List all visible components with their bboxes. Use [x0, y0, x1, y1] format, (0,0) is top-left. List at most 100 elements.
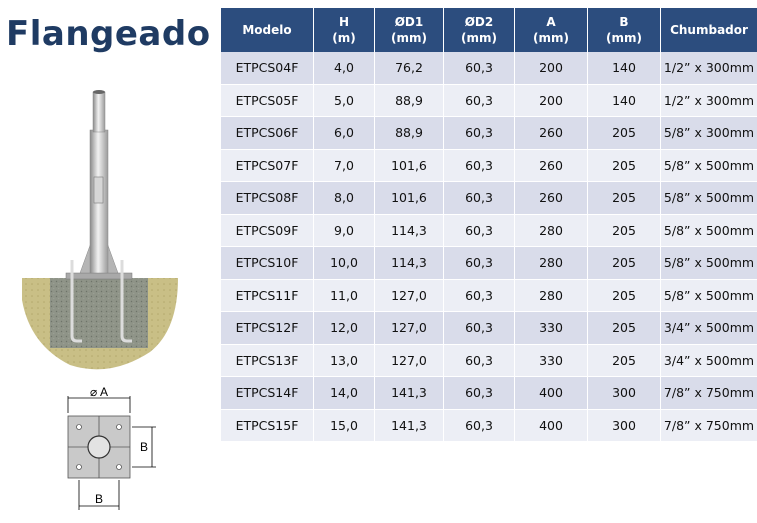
specs-table: Modelo H (m) ØD1 (mm) ØD2 (mm) A (mm) B (mm) … [221, 8, 757, 442]
table-cell: ETPCS12F [221, 311, 314, 345]
table-cell: 3/4” x 500mm [660, 311, 757, 345]
table-cell: 1/2” x 300mm [660, 52, 757, 85]
table-cell: ETPCS15F [221, 409, 314, 442]
table-cell: 13,0 [313, 344, 375, 377]
table-cell: ETPCS13F [221, 344, 314, 377]
table-cell: 141,3 [374, 376, 444, 410]
table-cell: 205 [587, 116, 661, 150]
table-cell: 5/8” x 300mm [660, 116, 757, 150]
table-row: ETPCS13F 13,0 127,0 60,3 330 205 3/4” x 500mm [221, 344, 757, 377]
table-row: ETPCS06F 6,0 88,9 60,3 260 205 5/8” x 300mm [221, 116, 757, 150]
table-row: ETPCS05F 5,0 88,9 60,3 200 140 1/2” x 300mm [221, 84, 757, 117]
table-header-row: Modelo H (m) ØD1 (mm) ØD2 (mm) A (mm) B (mm) … [221, 8, 757, 52]
dim-a-label: ⌀ A [90, 385, 108, 399]
table-cell: 9,0 [313, 214, 375, 247]
anchor-bolt-left [70, 260, 82, 343]
table-cell: 15,0 [313, 409, 375, 442]
table-cell: 5/8” x 500mm [660, 246, 757, 280]
table-cell: 3/4” x 500mm [660, 344, 757, 377]
table-cell: 101,6 [374, 181, 444, 215]
table-cell: ETPCS08F [221, 181, 314, 215]
table-cell: 200 [514, 52, 588, 85]
table-cell: 280 [514, 279, 588, 312]
table-cell: ETPCS09F [221, 214, 314, 247]
table-cell: 205 [587, 344, 661, 377]
base-plan-diagram: ⌀ A B B [67, 385, 156, 510]
table-cell: 205 [587, 279, 661, 312]
table-cell: 60,3 [443, 409, 515, 442]
col-b: B (mm) [587, 8, 661, 52]
col-chumbador: Chumbador [660, 8, 757, 52]
table-cell: 60,3 [443, 84, 515, 117]
col-a: A (mm) [514, 8, 588, 52]
table-cell: 12,0 [313, 311, 375, 345]
col-modelo: Modelo [221, 8, 314, 52]
table-cell: ETPCS10F [221, 246, 314, 280]
table-cell: 205 [587, 246, 661, 280]
table-cell: 5/8” x 500mm [660, 214, 757, 247]
table-cell: 114,3 [374, 214, 444, 247]
col-h: H (m) [313, 8, 375, 52]
table-cell: 101,6 [374, 149, 444, 182]
table-cell: 280 [514, 246, 588, 280]
table-cell: 88,9 [374, 84, 444, 117]
concrete-base [50, 278, 148, 348]
table-cell: 7/8” x 750mm [660, 409, 757, 442]
table-cell: 60,3 [443, 279, 515, 312]
table-row: ETPCS10F 10,0 114,3 60,3 280 205 5/8” x 500mm [221, 246, 757, 280]
table-cell: 200 [514, 84, 588, 117]
table-cell: ETPCS06F [221, 116, 314, 150]
table-cell: 330 [514, 344, 588, 377]
table-cell: 260 [514, 181, 588, 215]
table-cell: 205 [587, 311, 661, 345]
table-cell: 60,3 [443, 214, 515, 247]
table-row: ETPCS14F 14,0 141,3 60,3 400 300 7/8” x 750mm [221, 376, 757, 410]
table-cell: 8,0 [313, 181, 375, 215]
table-cell: 330 [514, 311, 588, 345]
pole-top [92, 91, 106, 133]
table-cell: 260 [514, 116, 588, 150]
table-cell: 127,0 [374, 311, 444, 345]
dim-b-bottom-label: B [95, 492, 103, 506]
table-row: ETPCS08F 8,0 101,6 60,3 260 205 5/8” x 500mm [221, 181, 757, 215]
col-d2: ØD2 (mm) [443, 8, 515, 52]
table-row: ETPCS11F 11,0 127,0 60,3 280 205 5/8” x 500mm [221, 279, 757, 312]
table-cell: 10,0 [313, 246, 375, 280]
table-row: ETPCS07F 7,0 101,6 60,3 260 205 5/8” x 500mm [221, 149, 757, 182]
table-cell: 11,0 [313, 279, 375, 312]
table-cell: 1/2” x 300mm [660, 84, 757, 117]
table-cell: 300 [587, 409, 661, 442]
table-cell: ETPCS05F [221, 84, 314, 117]
table-cell: 88,9 [374, 116, 444, 150]
table-cell: 5,0 [313, 84, 375, 117]
pole-door [93, 176, 104, 204]
table-cell: 205 [587, 149, 661, 182]
table-cell: ETPCS14F [221, 376, 314, 410]
table-cell: 141,3 [374, 409, 444, 442]
table-cell: 6,0 [313, 116, 375, 150]
table-cell: 140 [587, 84, 661, 117]
col-d1: ØD1 (mm) [374, 8, 444, 52]
table-cell: 205 [587, 214, 661, 247]
table-cell: 60,3 [443, 311, 515, 345]
table-cell: 400 [514, 376, 588, 410]
table-cell: 400 [514, 409, 588, 442]
table-cell: 127,0 [374, 344, 444, 377]
table-cell: 14,0 [313, 376, 375, 410]
pole-illustration: ⌀ A B B [22, 90, 178, 510]
table-cell: 5/8” x 500mm [660, 149, 757, 182]
table-cell: 7,0 [313, 149, 375, 182]
page-title: Flangeado [6, 14, 211, 54]
table-row: ETPCS15F 15,0 141,3 60,3 400 300 7/8” x 750mm [221, 409, 757, 442]
table-cell: 127,0 [374, 279, 444, 312]
table-cell: 60,3 [443, 149, 515, 182]
table-cell: ETPCS04F [221, 52, 314, 85]
table-cell: 60,3 [443, 116, 515, 150]
dim-b-side-label: B [140, 440, 148, 454]
table-row: ETPCS09F 9,0 114,3 60,3 280 205 5/8” x 500mm [221, 214, 757, 247]
table-cell: 60,3 [443, 344, 515, 377]
table-cell: ETPCS07F [221, 149, 314, 182]
table-cell: 5/8” x 500mm [660, 279, 757, 312]
table-cell: 60,3 [443, 52, 515, 85]
table-row: ETPCS12F 12,0 127,0 60,3 330 205 3/4” x 500mm [221, 311, 757, 345]
